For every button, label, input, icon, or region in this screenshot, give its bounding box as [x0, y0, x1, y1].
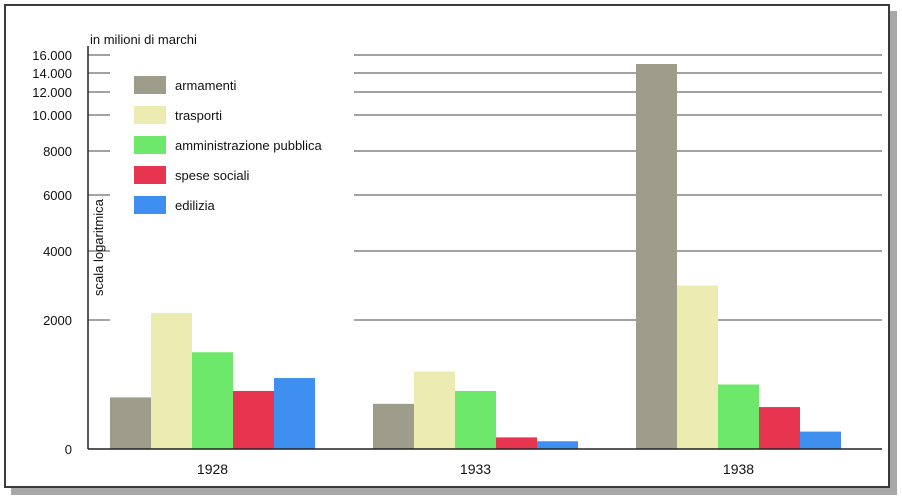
legend-label: spese sociali: [175, 168, 250, 183]
y-tick-label: 16.000: [32, 48, 72, 63]
legend-swatch: [134, 106, 166, 124]
y-tick-label: 4000: [43, 244, 72, 259]
bar-armamenti-1938: [636, 64, 677, 449]
y-tick-label: 12.000: [32, 85, 72, 100]
y-tick-label: 14.000: [32, 66, 72, 81]
gridlines: [88, 54, 882, 321]
y-tick-labels: 0 2000 4000 6000 8000 10.000 12.000 14.000 16.00…: [32, 48, 72, 457]
legend-swatch: [134, 196, 166, 214]
x-tick-label: 1938: [723, 461, 754, 477]
bar-trasporti-1938: [677, 285, 718, 449]
bar-spese-sociali-1938: [759, 407, 800, 449]
bars: [110, 64, 841, 449]
bar-amministrazione-pubblica-1933: [455, 390, 496, 449]
chart-frame: 0 2000 4000 6000 8000 10.000 12.000 14.000 16.00…: [4, 4, 890, 488]
legend-swatch: [134, 166, 166, 184]
y-tick-label: 6000: [43, 188, 72, 203]
y-tick-label: 2000: [43, 313, 72, 328]
bar-edilizia-1938: [800, 431, 841, 449]
x-tick-label: 1928: [197, 461, 228, 477]
bar-spese-sociali-1928: [233, 390, 274, 449]
bar-armamenti-1933: [373, 403, 414, 449]
bar-amministrazione-pubblica-1928: [192, 352, 233, 449]
bar-chart: 0 2000 4000 6000 8000 10.000 12.000 14.000 16.00…: [32, 32, 882, 477]
x-tick-label: 1933: [460, 461, 491, 477]
bar-edilizia-1933: [537, 441, 578, 449]
legend-label: armamenti: [175, 78, 237, 93]
bar-spese-sociali-1933: [496, 437, 537, 449]
legend-label: trasporti: [175, 108, 222, 123]
axes: [87, 46, 882, 450]
bar-amministrazione-pubblica-1938: [718, 384, 759, 449]
y-tick-label: 10.000: [32, 108, 72, 123]
legend-swatch: [134, 136, 166, 154]
legend-swatch: [134, 76, 166, 94]
y-tick-label: 8000: [43, 144, 72, 159]
y-tick-label: 0: [65, 442, 72, 457]
legend-label: edilizia: [175, 198, 216, 213]
y-axis-label: scala logaritmica: [91, 198, 106, 296]
bar-edilizia-1928: [274, 378, 315, 449]
x-tick-labels: 1928 1933 1938: [197, 461, 754, 477]
bar-armamenti-1928: [110, 397, 151, 449]
bar-trasporti-1933: [414, 371, 455, 449]
unit-label: in milioni di marchi: [90, 32, 197, 47]
legend-label: amministrazione pubblica: [175, 138, 322, 153]
legend: armamenti trasporti amministrazione pubbli…: [134, 76, 322, 214]
bar-trasporti-1928: [151, 313, 192, 449]
